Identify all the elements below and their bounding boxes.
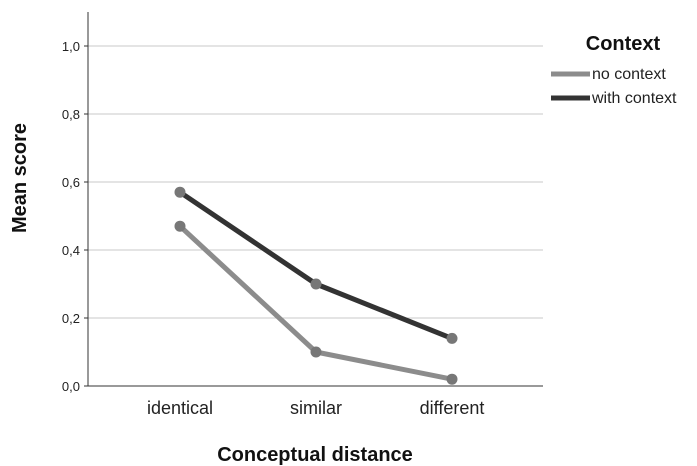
data-point — [446, 332, 458, 344]
x-tick-label: different — [420, 398, 485, 418]
gridlines — [88, 45, 543, 319]
data-point — [174, 220, 186, 232]
y-tick-label: 0,2 — [62, 311, 80, 326]
x-tick-labels: identical similar different — [147, 398, 484, 418]
data-point — [174, 186, 186, 198]
x-axis-title: Conceptual distance — [217, 444, 413, 466]
data-point — [310, 346, 322, 358]
y-tick-label: 0,6 — [62, 175, 80, 190]
data-point — [310, 278, 322, 290]
legend: Context no context with context — [551, 33, 677, 107]
legend-label: with context — [591, 90, 677, 107]
y-tick-label: 0,8 — [62, 107, 80, 122]
data-point — [446, 373, 458, 385]
series-with-context — [174, 186, 458, 344]
y-axis-title: Mean score — [9, 123, 31, 233]
y-tick-label: 0,4 — [62, 243, 80, 258]
legend-label: no context — [592, 66, 666, 83]
x-tick-label: similar — [290, 398, 342, 418]
y-tick-label: 1,0 — [62, 39, 80, 54]
legend-title: Context — [586, 33, 661, 55]
y-tick-label: 0,0 — [62, 379, 80, 394]
series-no-context — [174, 220, 458, 385]
x-tick-label: identical — [147, 398, 213, 418]
y-tick-labels: 0,0 0,2 0,4 0,6 0,8 1,0 — [62, 39, 88, 394]
series-lines — [174, 186, 458, 385]
legend-items: no context with context — [551, 66, 677, 107]
